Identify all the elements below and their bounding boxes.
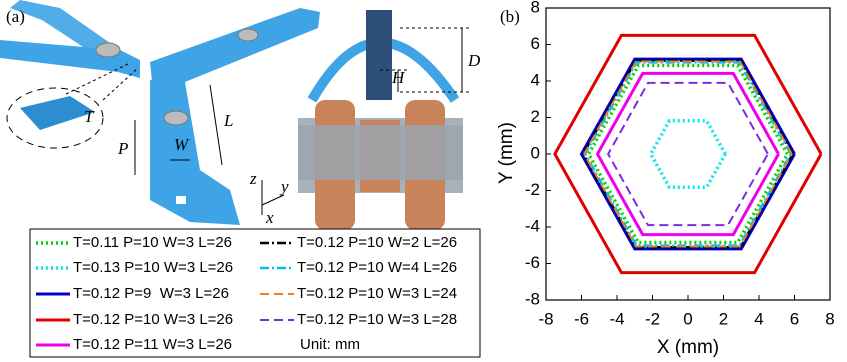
y-tick-label: 4 [531, 70, 540, 89]
legend-label: T=0.12 P=11 W=3 L=26 [73, 336, 232, 353]
y-tick-label: 2 [531, 107, 540, 126]
legend-label: T=0.11 P=10 W=3 L=26 [73, 234, 232, 251]
x-tick-label: 8 [825, 309, 834, 328]
y-tick-label: -4 [525, 216, 540, 235]
legend-note: Unit: mm [300, 336, 360, 353]
legend-label: T=0.13 P=10 W=3 L=26 [73, 259, 233, 276]
x-tick-label: -8 [538, 309, 553, 328]
x-tick-label: 2 [719, 309, 728, 328]
series-line [584, 61, 792, 246]
illustration [0, 0, 470, 230]
annotation: D [467, 51, 481, 70]
x-tick-label: -6 [574, 309, 589, 328]
annotation: z [249, 169, 257, 188]
y-tick-label: -2 [525, 180, 540, 199]
legend-label: T=0.12 P=10 W=3 L=24 [297, 285, 457, 302]
y-tick-label: -6 [525, 253, 540, 272]
series-line [583, 61, 792, 248]
legend-label: T=0.12 P=10 W=2 L=26 [297, 234, 457, 251]
y-tick-label: 0 [531, 143, 540, 162]
annotation: T [84, 107, 95, 126]
x-tick-label: 4 [754, 309, 763, 328]
panel-label: (b) [500, 7, 520, 26]
annotation: P [117, 139, 128, 158]
series-line [582, 59, 795, 249]
x-axis-label: X (mm) [657, 337, 719, 358]
x-tick-label: 6 [790, 309, 799, 328]
y-axis-label: Y (mm) [496, 122, 517, 184]
y-tick-label: 8 [531, 0, 540, 16]
series-line [555, 35, 821, 272]
x-tick-label: 0 [683, 309, 692, 328]
series-line [608, 83, 768, 225]
x-tick-label: -2 [645, 309, 660, 328]
series-line [597, 73, 778, 234]
series-line [651, 121, 726, 187]
annotation: y [279, 177, 289, 196]
legend-label: T=0.12 P=10 W=3 L=28 [297, 311, 457, 328]
y-tick-label: -8 [525, 289, 540, 308]
x-tick-label: -4 [609, 309, 624, 328]
panel-label: (a) [6, 7, 25, 26]
legend-label: T=0.12 P=10 W=4 L=26 [297, 259, 457, 276]
annotation: W [174, 135, 190, 154]
annotation: L [223, 111, 233, 130]
legend-label: T=0.12 P=10 W=3 L=26 [73, 311, 233, 328]
y-tick-label: 6 [531, 34, 540, 53]
annotation: x [265, 208, 274, 227]
figure: (a) T P W L H D z y x (b) X (mm) Y (mm) … [0, 0, 847, 362]
annotation: H [391, 68, 406, 87]
legend-label: T=0.12 P=9 W=3 L=26 [73, 285, 229, 302]
